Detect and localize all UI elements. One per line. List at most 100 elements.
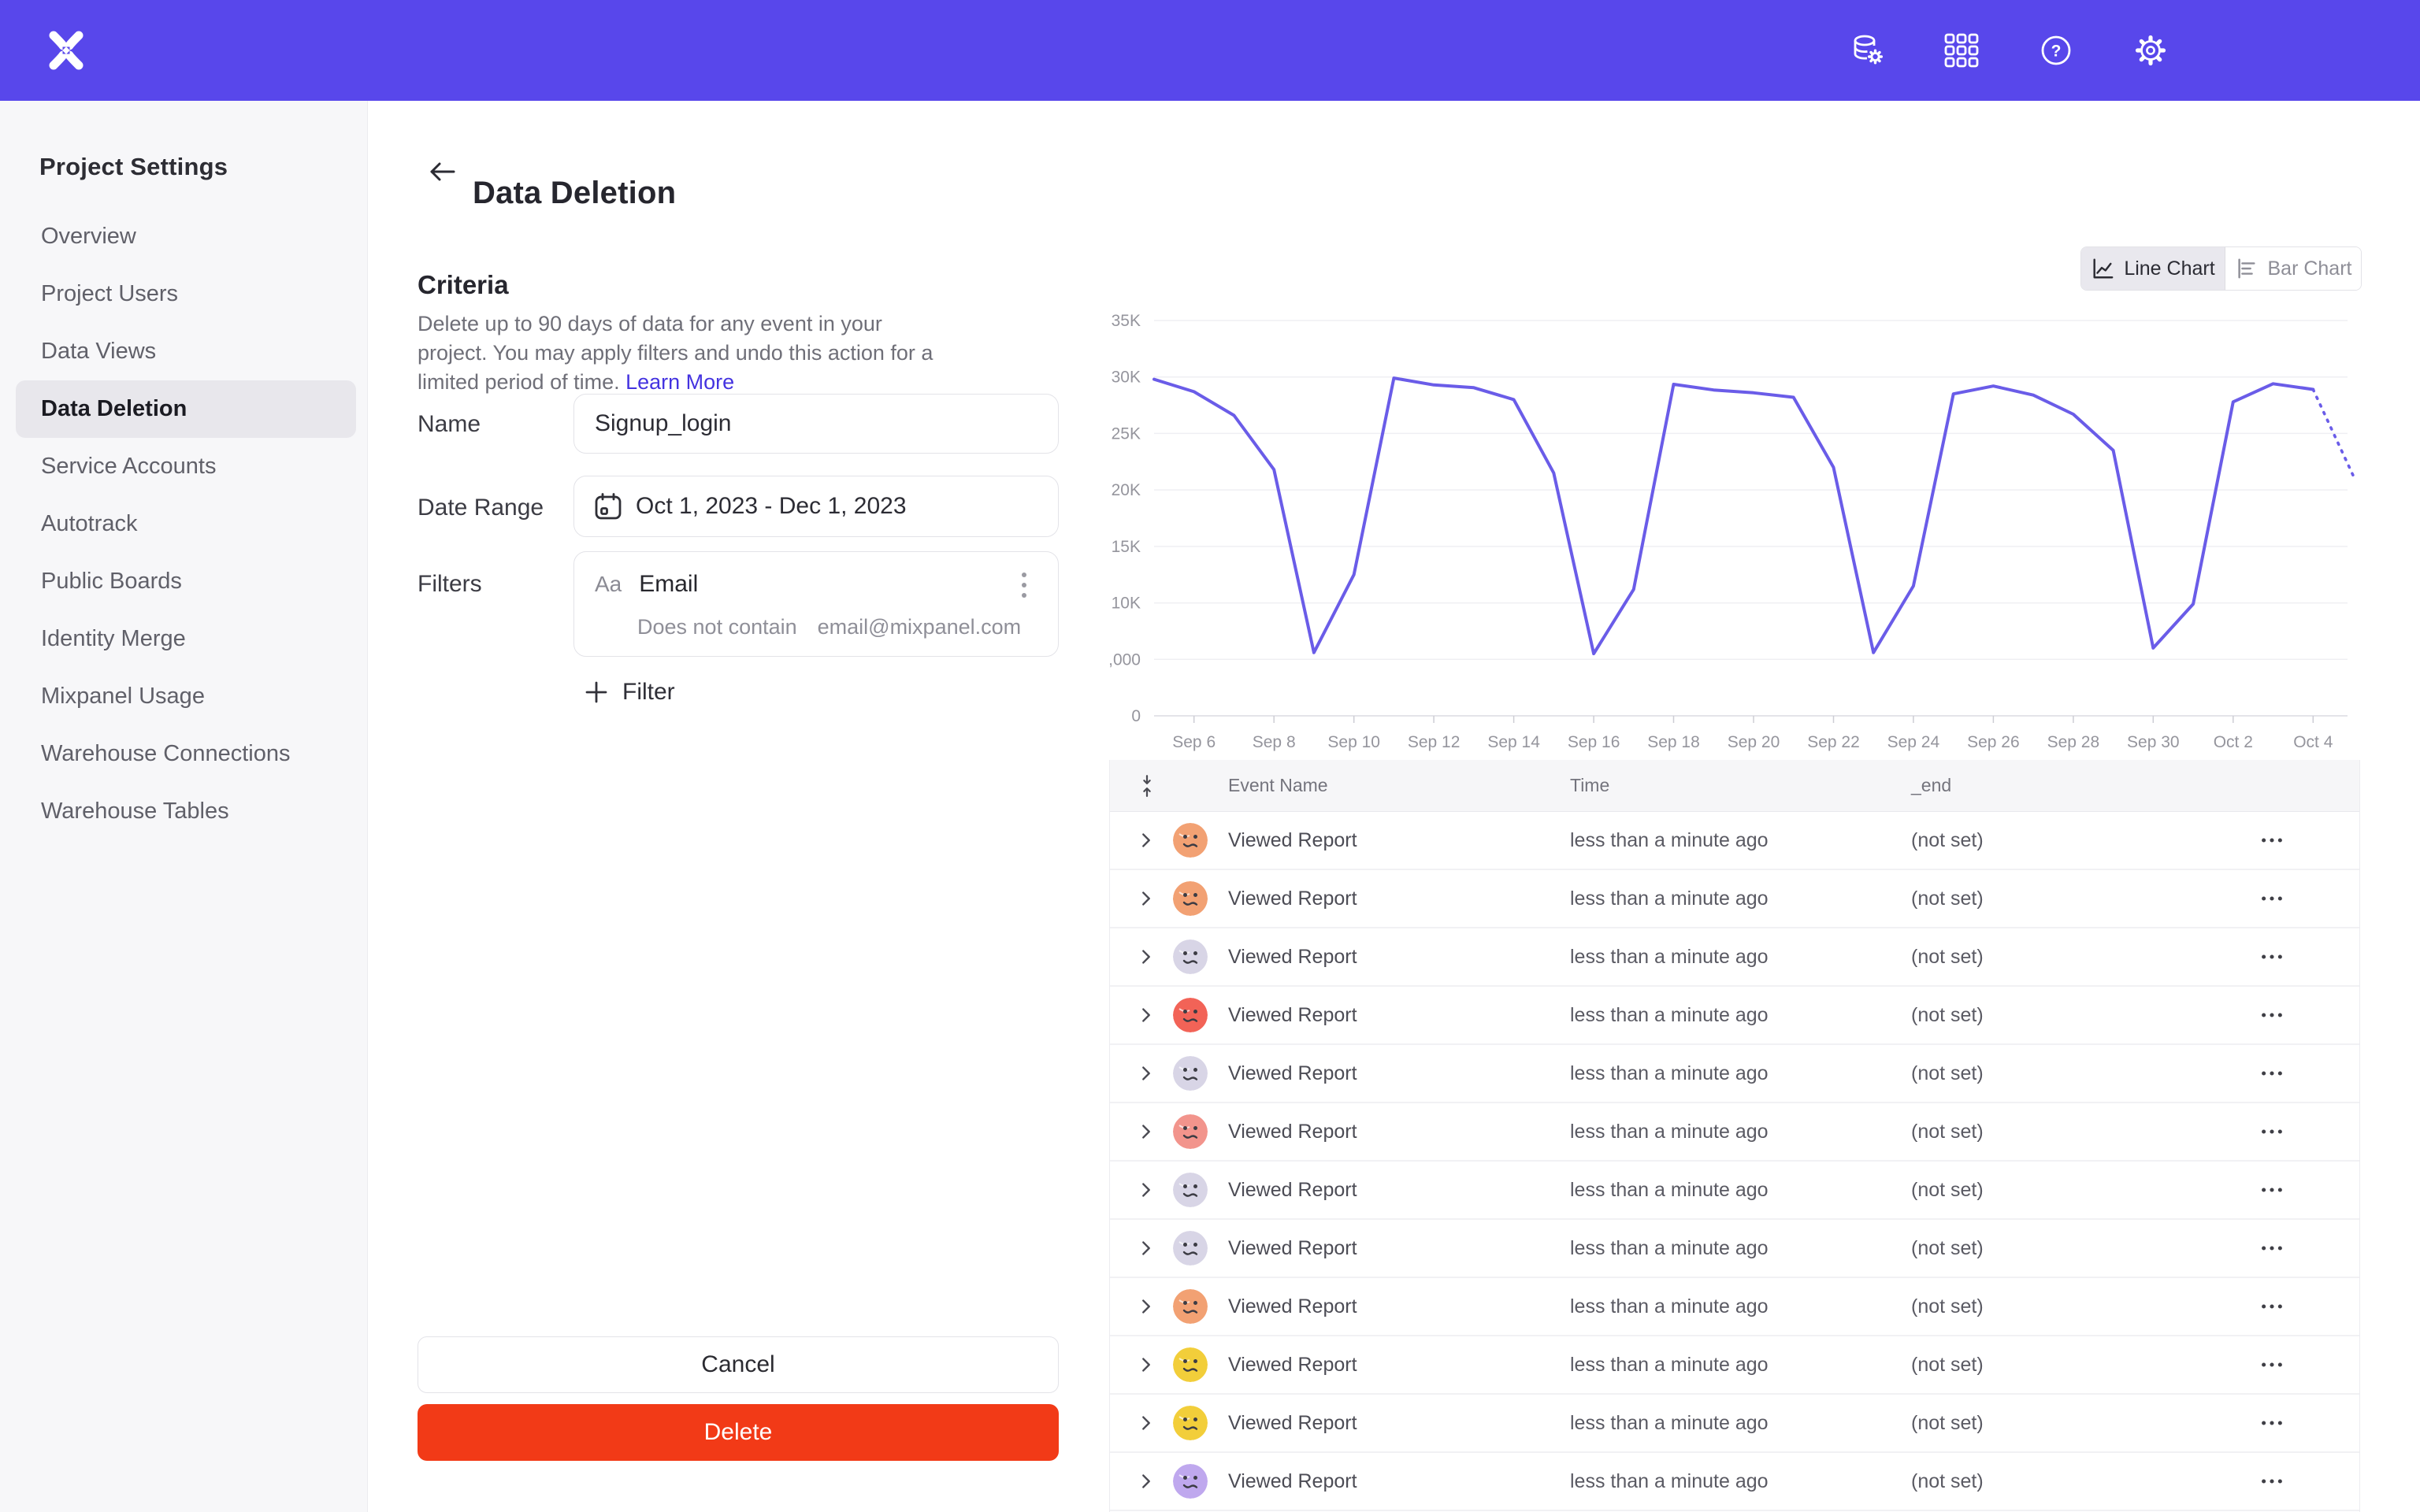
row-actions-kebab-icon[interactable] (2258, 943, 2286, 971)
user-avatar (1173, 1464, 1208, 1499)
sidebar-item-autotrack[interactable]: Autotrack (41, 511, 138, 536)
row-expand-chevron-icon[interactable] (1135, 888, 1157, 910)
header-time[interactable]: Time (1570, 775, 1610, 795)
time-cell: less than a minute ago (1570, 1469, 1769, 1492)
filter-condition-row[interactable]: Does not contain email@mixpanel.com (637, 615, 1021, 639)
row-expand-chevron-icon[interactable] (1135, 1004, 1157, 1026)
table-row[interactable]: Viewed Report less than a minute ago (no… (1110, 1453, 2359, 1511)
end-cell: (not set) (1911, 1353, 1984, 1376)
y-axis-tick-label: 0 (1131, 707, 1141, 725)
row-actions-kebab-icon[interactable] (2258, 1409, 2286, 1437)
event-name-cell: Viewed Report (1228, 1295, 1357, 1317)
cancel-button[interactable]: Cancel (418, 1336, 1059, 1393)
row-expand-chevron-icon[interactable] (1135, 1121, 1157, 1143)
table-row[interactable]: Viewed Report less than a minute ago (no… (1110, 1395, 2359, 1453)
table-row[interactable]: Viewed Report less than a minute ago (no… (1110, 1220, 2359, 1278)
filter-property-name: Email (639, 571, 699, 597)
sidebar-item-identity-merge[interactable]: Identity Merge (41, 626, 186, 651)
row-expand-chevron-icon[interactable] (1135, 1237, 1157, 1259)
delete-button[interactable]: Delete (418, 1404, 1059, 1461)
end-cell: (not set) (1911, 1003, 1984, 1026)
y-axis-tick-label: 25K (1112, 424, 1141, 443)
row-expand-chevron-icon[interactable] (1135, 1470, 1157, 1492)
row-expand-chevron-icon[interactable] (1135, 1412, 1157, 1434)
row-expand-chevron-icon[interactable] (1135, 946, 1157, 968)
user-avatar (1173, 1231, 1208, 1266)
sidebar-item-warehouse-tables[interactable]: Warehouse Tables (41, 799, 229, 824)
x-axis-tick-label: Oct 4 (2293, 733, 2333, 751)
table-row[interactable]: Viewed Report less than a minute ago (no… (1110, 1045, 2359, 1103)
date-range-picker[interactable]: Oct 1, 2023 - Dec 1, 2023 (573, 476, 1059, 537)
settings-gear-icon[interactable] (2132, 32, 2169, 69)
table-row[interactable]: Viewed Report less than a minute ago (no… (1110, 928, 2359, 987)
data-settings-icon[interactable] (1848, 32, 1886, 69)
x-axis-tick-label: Sep 26 (1967, 733, 2020, 751)
sidebar-item-overview[interactable]: Overview (41, 224, 136, 249)
sidebar-item-service-accounts[interactable]: Service Accounts (41, 454, 217, 479)
table-row[interactable]: Viewed Report less than a minute ago (no… (1110, 1336, 2359, 1395)
row-expand-chevron-icon[interactable] (1135, 1062, 1157, 1084)
filters-label: Filters (418, 571, 482, 597)
line-chart-toggle[interactable]: Line Chart (2081, 247, 2225, 290)
row-expand-chevron-icon[interactable] (1135, 1354, 1157, 1376)
row-actions-kebab-icon[interactable] (2258, 1001, 2286, 1029)
sidebar-item-data-views[interactable]: Data Views (41, 339, 157, 364)
filter-operator[interactable]: Does not contain (637, 615, 797, 639)
sidebar-item-data-deletion[interactable]: Data Deletion (16, 380, 356, 438)
apps-grid-icon[interactable] (1943, 32, 1980, 69)
x-axis-tick-label: Sep 28 (2047, 733, 2100, 751)
table-row[interactable]: Viewed Report less than a minute ago (no… (1110, 1162, 2359, 1220)
name-input[interactable] (574, 395, 1099, 453)
header-end[interactable]: _end (1911, 775, 1952, 795)
sidebar-item-project-users[interactable]: Project Users (41, 281, 179, 306)
projection-dotted-segment (2311, 387, 2355, 477)
property-type-badge: Aa (595, 572, 622, 596)
table-row[interactable]: Viewed Report less than a minute ago (no… (1110, 987, 2359, 1045)
bar-chart-toggle[interactable]: Bar Chart (2225, 247, 2361, 290)
table-row[interactable]: Viewed Report less than a minute ago (no… (1110, 812, 2359, 870)
time-cell: less than a minute ago (1570, 1295, 1769, 1317)
events-line-chart[interactable]: 0 5,000 10K 15K 20K 25K 30K 35K Sep 6 Sep 8 Sep 10… (1099, 306, 2385, 758)
filter-value[interactable]: email@mixpanel.com (817, 615, 1022, 639)
mixpanel-logo[interactable] (44, 28, 88, 72)
row-expand-chevron-icon[interactable] (1135, 829, 1157, 851)
table-row[interactable]: Viewed Report less than a minute ago (no… (1110, 870, 2359, 928)
row-actions-kebab-icon[interactable] (2258, 1059, 2286, 1088)
end-cell: (not set) (1911, 1178, 1984, 1201)
sidebar-item-mixpanel-usage[interactable]: Mixpanel Usage (41, 684, 205, 709)
row-actions-kebab-icon[interactable] (2258, 1176, 2286, 1204)
row-actions-kebab-icon[interactable] (2258, 1351, 2286, 1379)
table-row[interactable]: Viewed Report less than a minute ago (no… (1110, 1278, 2359, 1336)
sidebar-item-warehouse-connections[interactable]: Warehouse Connections (41, 741, 291, 766)
row-actions-kebab-icon[interactable] (2258, 1117, 2286, 1146)
row-expand-chevron-icon[interactable] (1135, 1295, 1157, 1317)
add-filter-button[interactable]: Filter (585, 679, 675, 706)
filter-kebab-menu-icon[interactable] (1011, 568, 1037, 602)
line-series (1152, 376, 2315, 656)
user-avatar (1173, 1289, 1208, 1324)
learn-more-link[interactable]: Learn More (625, 370, 735, 394)
end-cell: (not set) (1911, 1411, 1984, 1434)
end-cell: (not set) (1911, 1236, 1984, 1259)
row-expand-chevron-icon[interactable] (1135, 1179, 1157, 1201)
row-actions-kebab-icon[interactable] (2258, 826, 2286, 854)
y-axis-tick-label: 20K (1112, 481, 1141, 499)
help-icon[interactable]: ? (2037, 32, 2075, 69)
collapse-rows-icon[interactable] (1138, 773, 1156, 799)
row-actions-kebab-icon[interactable] (2258, 1292, 2286, 1321)
events-table: Event Name Time _end Viewed Report less … (1109, 760, 2360, 1512)
user-avatar (1173, 1173, 1208, 1207)
header-event-name[interactable]: Event Name (1228, 775, 1328, 795)
time-cell: less than a minute ago (1570, 1120, 1769, 1143)
row-actions-kebab-icon[interactable] (2258, 1467, 2286, 1495)
event-name-cell: Viewed Report (1228, 828, 1357, 851)
sidebar-item-public-boards[interactable]: Public Boards (41, 569, 182, 594)
back-button[interactable] (422, 151, 463, 192)
chart-type-toggle: Line Chart Bar Chart (2080, 246, 2362, 291)
filter-card[interactable]: Aa Email Does not contain email@mixpanel… (573, 551, 1059, 657)
x-axis-tick-label: Sep 12 (1408, 733, 1461, 751)
sidebar-nav: Overview Project Users Data Views Data Dele… (0, 208, 367, 840)
table-row[interactable]: Viewed Report less than a minute ago (no… (1110, 1103, 2359, 1162)
row-actions-kebab-icon[interactable] (2258, 884, 2286, 913)
row-actions-kebab-icon[interactable] (2258, 1234, 2286, 1262)
